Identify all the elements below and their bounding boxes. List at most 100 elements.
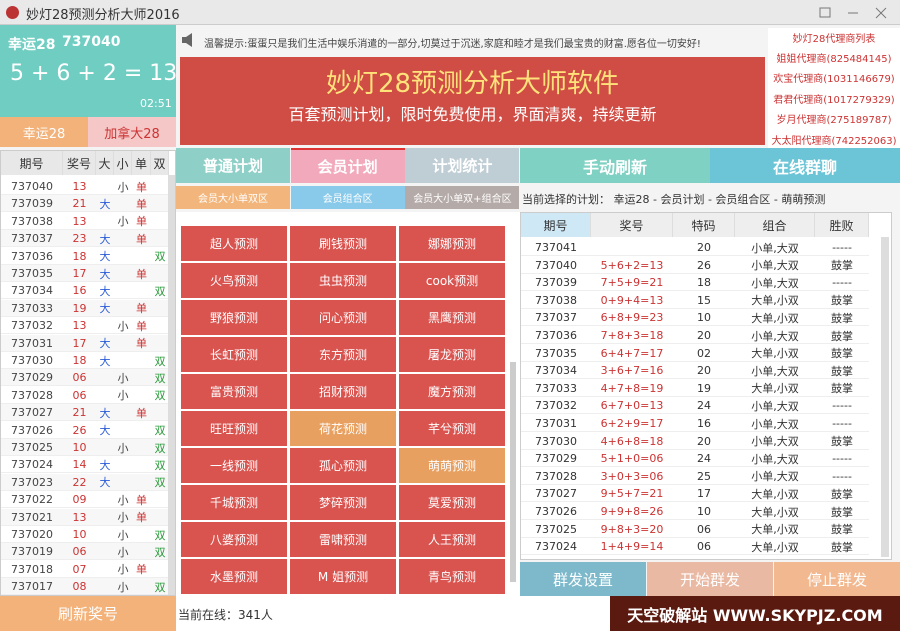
cell-draw: 9+9+8=26 <box>600 505 664 518</box>
watermark: 天空破解站 WWW.SKYPJZ.COM <box>610 596 900 631</box>
forecast-row <box>521 362 869 380</box>
scrollbar[interactable] <box>881 237 889 557</box>
forecast-row <box>521 538 869 556</box>
cell-result: ----- <box>832 417 852 430</box>
cell-draw: 4+6+8=18 <box>600 434 664 448</box>
plan-button[interactable]: 水墨预测 <box>181 559 287 594</box>
plan-button[interactable]: 问心预测 <box>290 300 396 335</box>
window-controls[interactable] <box>818 5 894 20</box>
period: 737035 <box>11 267 53 280</box>
broadcast-button[interactable]: 群发设置 <box>520 562 646 596</box>
plan-button[interactable]: 刷钱预测 <box>290 226 396 261</box>
plan-tab[interactable]: 计划统计 <box>405 148 520 183</box>
cell-period: 737032 <box>535 399 577 413</box>
plan-button[interactable]: cook预测 <box>399 263 505 298</box>
cell-period: 737030 <box>535 434 577 448</box>
plan-button[interactable]: 千城预测 <box>181 485 287 520</box>
lottery-period: 737040 <box>62 34 121 50</box>
right-tab[interactable]: 手动刷新 <box>520 148 710 183</box>
number: 14 <box>72 458 87 472</box>
period: 737026 <box>11 423 53 437</box>
plan-button[interactable]: 超人预测 <box>181 226 287 261</box>
cell-code: 16 <box>697 417 711 430</box>
forecast-row <box>521 309 869 327</box>
period: 737025 <box>11 441 53 454</box>
size: 大 <box>99 458 111 472</box>
period: 737038 <box>11 214 53 228</box>
cell-draw: 1+4+9=14 <box>600 540 664 554</box>
plan-subtab[interactable]: 会员大小单双+组合区 <box>405 186 520 209</box>
plan-button[interactable]: 魔方预测 <box>399 374 505 409</box>
plan-button[interactable]: 野狼预测 <box>181 300 287 335</box>
plan-subtab[interactable]: 会员大小单双区 <box>176 186 290 209</box>
plan-tab[interactable]: 会员计划 <box>290 148 405 183</box>
plan-button[interactable]: M 姐预测 <box>290 559 396 594</box>
cell-result: ----- <box>832 399 852 413</box>
plan-button[interactable]: 孤心预测 <box>290 448 396 483</box>
cell-result: 鼓掌 <box>831 487 853 501</box>
parity: 双 <box>154 354 166 368</box>
notice: 温馨提示:蛋蛋只是我们生活中娱乐消遣的一部分,切莫过于沉迷,家庭和睦才是我们最宝… <box>204 39 701 50</box>
column-header: 小 <box>114 151 132 175</box>
refresh-button[interactable]: 刷新奖号 <box>0 596 176 631</box>
plan-button[interactable]: 旺旺预测 <box>181 411 287 446</box>
number: 13 <box>72 180 87 193</box>
lottery-tab[interactable]: 幸运28 <box>0 117 88 147</box>
cell-draw: 4+7+8=19 <box>600 381 664 395</box>
plan-button[interactable]: 青鸟预测 <box>399 559 505 594</box>
broadcast-buttons: 群发设置 开始群发 停止群发 <box>520 562 900 596</box>
column-header: 特码 <box>673 213 735 237</box>
parity: 单 <box>136 180 147 194</box>
plan-button[interactable]: 屠龙预测 <box>399 337 505 372</box>
cell-draw: 0+9+4=13 <box>600 293 664 307</box>
cell-code: 10 <box>697 311 711 325</box>
forecast-row <box>521 503 869 520</box>
scrollbar[interactable] <box>510 362 516 582</box>
plan-button[interactable]: 长虹预测 <box>181 337 287 372</box>
plan-button[interactable]: 娜娜预测 <box>399 226 505 261</box>
plan-button[interactable]: 莫爱预测 <box>399 485 505 520</box>
plan-button[interactable]: 八婆预测 <box>181 522 287 557</box>
number: 10 <box>72 441 87 454</box>
plan-tab[interactable]: 普通计划 <box>176 148 290 183</box>
period: 737023 <box>11 475 53 489</box>
parity: 单 <box>136 302 147 316</box>
lottery-result: 5 + 6 + 2 = 13 <box>10 61 176 86</box>
cell-result: ----- <box>832 276 852 290</box>
forecast-row <box>521 257 869 274</box>
cell-period: 737033 <box>535 381 577 395</box>
plan-button[interactable]: 虫虫预测 <box>290 263 396 298</box>
plan-button[interactable]: 芊兮预测 <box>399 411 505 446</box>
plan-button[interactable]: 东方预测 <box>290 337 396 372</box>
cell-combo: 小单,大双 <box>751 259 799 273</box>
forecast-row <box>521 292 869 309</box>
plan-button[interactable]: 火鸟预测 <box>181 263 287 298</box>
plan-button[interactable]: 招财预测 <box>290 374 396 409</box>
plan-button[interactable]: 梦碎预测 <box>290 485 396 520</box>
size: 小 <box>117 580 129 594</box>
plan-button[interactable]: 雷啸预测 <box>290 522 396 557</box>
column-header: 期号 <box>521 213 591 237</box>
history-row <box>1 404 168 422</box>
plan-button[interactable]: 人王预测 <box>399 522 505 557</box>
plan-button[interactable]: 黑鹰预测 <box>399 300 505 335</box>
period: 737032 <box>11 319 53 333</box>
cell-combo: 小单,大双 <box>751 241 799 255</box>
broadcast-button[interactable]: 开始群发 <box>647 562 773 596</box>
plan-button[interactable]: 萌萌预测 <box>399 448 505 483</box>
plan-button[interactable]: 荷花预测 <box>290 411 396 446</box>
cell-combo: 小单,大双 <box>751 417 799 431</box>
scrollbar[interactable] <box>168 175 175 595</box>
lottery-tab[interactable]: 加拿大28 <box>88 117 176 147</box>
number: 06 <box>72 371 87 385</box>
column-header: 双 <box>151 151 169 175</box>
history-row <box>1 543 168 561</box>
number: 06 <box>72 388 87 402</box>
plan-subtab[interactable]: 会员组合区 <box>290 186 405 209</box>
plan-button[interactable]: 一线预测 <box>181 448 287 483</box>
right-tab[interactable]: 在线群聊 <box>710 148 900 183</box>
speaker-icon <box>182 33 192 47</box>
period: 737029 <box>11 371 53 385</box>
plan-button[interactable]: 富贵预测 <box>181 374 287 409</box>
broadcast-button[interactable]: 停止群发 <box>774 562 900 596</box>
